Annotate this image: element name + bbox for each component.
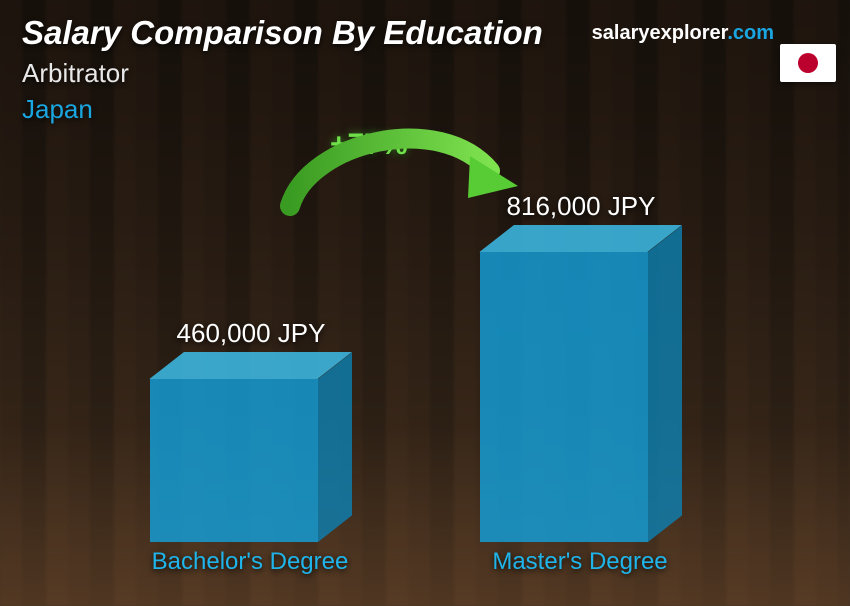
country-label: Japan	[22, 94, 93, 125]
bar-3d	[480, 232, 682, 542]
category-label: Bachelor's Degree	[120, 548, 380, 576]
bar-top-face	[150, 352, 352, 379]
brand-label: salaryexplorer.com	[592, 22, 774, 45]
bar-side-face	[318, 352, 352, 542]
bar-front-face	[480, 252, 648, 542]
bar-top-face	[480, 225, 682, 252]
brand-main: salaryexplorer	[592, 22, 728, 44]
bar-value-label: 460,000 JPY	[150, 318, 352, 349]
bar-group: 460,000 JPY	[150, 318, 352, 542]
page-subtitle: Arbitrator	[22, 58, 129, 89]
category-label: Master's Degree	[450, 548, 710, 576]
bar-side-face	[648, 225, 682, 542]
brand-domain: .com	[727, 22, 774, 44]
bar-group: 816,000 JPY	[480, 191, 682, 542]
bar-3d	[150, 359, 352, 542]
bar-front-face	[150, 379, 318, 542]
japan-flag-icon	[780, 44, 836, 82]
growth-arrow-icon	[270, 116, 530, 226]
page-title: Salary Comparison By Education	[22, 14, 543, 52]
